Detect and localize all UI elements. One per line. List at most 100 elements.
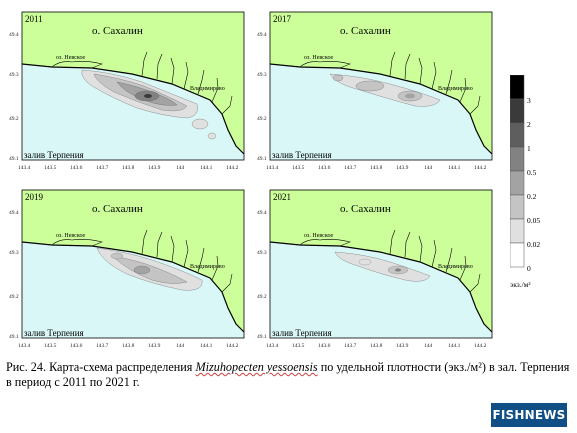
y-tick: 49.3 [9, 72, 19, 78]
legend-swatches [509, 74, 525, 268]
place-vladimirovo: Владимирово [438, 86, 473, 92]
y-axis-ticks: 49.4 49.3 49.2 49.1 [257, 210, 267, 340]
map-frame [269, 11, 493, 161]
x-tick: 144.2 [474, 165, 487, 171]
caption-species: Mizuhopecten yessoensis [195, 360, 318, 374]
legend-swatch [509, 218, 525, 244]
y-axis-ticks: 49.4 49.3 49.2 49.1 [9, 32, 19, 162]
legend-value: 0.02 [527, 240, 540, 249]
gulf-label: залив Терпения [272, 328, 332, 338]
caption-suffix: по удельной плотности (экз./м²) в зал. Т… [6, 360, 570, 389]
x-tick: 143.4 [266, 343, 279, 349]
legend-svg: 3 2 1 0.5 0.2 0.05 0.02 0 экз./м² [509, 74, 540, 289]
legend-unit: экз./м² [510, 280, 531, 289]
lagoon [299, 61, 351, 69]
y-tick: 49.1 [257, 156, 267, 162]
map-frame [269, 189, 493, 339]
fishnews-logo: FISHNEWS [491, 403, 567, 427]
gulf-label: залив Терпения [24, 328, 84, 338]
map-frame [21, 11, 245, 161]
land-area [22, 190, 244, 332]
caption-prefix: Рис. 24. Карта-схема распределения [6, 360, 196, 374]
x-tick: 144.2 [226, 165, 239, 171]
x-tick: 143.8 [122, 165, 135, 171]
y-tick: 49.2 [257, 294, 267, 300]
x-tick: 143.4 [18, 343, 31, 349]
legend-swatch [509, 242, 525, 268]
x-tick: 144.1 [448, 343, 461, 349]
land-area [22, 12, 244, 154]
legend-value: 3 [527, 96, 531, 105]
place-nevskoe: оз. Невское [56, 55, 86, 61]
x-axis-ticks: 143.4 143.5 143.6 143.7 143.8 143.9 144 … [266, 343, 487, 349]
lagoon [51, 61, 103, 69]
x-tick: 143.8 [122, 343, 135, 349]
map-svg-2019: 2019 о. Сахалин оз. Невское Владимирово … [9, 189, 245, 349]
x-tick: 143.6 [70, 343, 83, 349]
land-area [270, 190, 492, 332]
y-tick: 49.1 [257, 334, 267, 340]
map-svg-2017: 2017 о. Сахалин оз. Невское Владимирово … [257, 11, 493, 171]
lagoon [51, 239, 103, 247]
x-tick: 144.2 [226, 343, 239, 349]
x-tick: 143.5 [292, 343, 305, 349]
panel-year: 2021 [273, 192, 291, 202]
y-tick: 49.3 [9, 250, 19, 256]
legend-value: 0 [527, 264, 531, 273]
x-axis-ticks: 143.4 143.5 143.6 143.7 143.8 143.9 144 … [266, 165, 487, 171]
x-tick: 144.1 [448, 165, 461, 171]
map-panel-2019: 2019 о. Сахалин оз. Невское Владимирово … [9, 189, 245, 350]
gulf-label: залив Терпения [272, 150, 332, 160]
y-tick: 49.1 [9, 334, 19, 340]
y-axis-ticks: 49.4 49.3 49.2 49.1 [257, 32, 267, 162]
island-label: о. Сахалин [92, 203, 143, 215]
place-vladimirovo: Владимирово [190, 264, 225, 270]
figure-caption: Рис. 24. Карта-схема распределения Mizuh… [6, 360, 572, 390]
x-tick: 144 [176, 343, 185, 349]
logo-text: FISHNEWS [492, 408, 566, 422]
legend-value: 2 [527, 120, 531, 129]
rivers [389, 51, 481, 115]
y-tick: 49.4 [9, 32, 19, 38]
x-tick: 143.6 [70, 165, 83, 171]
land-area [270, 12, 492, 154]
x-tick: 143.8 [370, 165, 383, 171]
y-tick: 49.4 [9, 210, 19, 216]
legend-swatch [509, 146, 525, 172]
x-tick: 143.6 [318, 343, 331, 349]
legend-swatch [509, 74, 525, 100]
x-tick: 143.5 [44, 343, 57, 349]
x-tick: 144.2 [474, 343, 487, 349]
x-tick: 143.9 [148, 165, 161, 171]
panel-year: 2011 [25, 14, 43, 24]
map-panel-2021: 2021 о. Сахалин оз. Невское Владимирово … [257, 189, 493, 350]
place-vladimirovo: Владимирово [438, 264, 473, 270]
x-tick: 143.9 [396, 165, 409, 171]
density-legend: 3 2 1 0.5 0.2 0.05 0.02 0 экз./м² [509, 74, 550, 295]
y-tick: 49.1 [9, 156, 19, 162]
legend-value: 1 [527, 144, 531, 153]
legend-value: 0.2 [527, 192, 537, 201]
legend-swatch [509, 194, 525, 220]
y-tick: 49.2 [9, 116, 19, 122]
y-tick: 49.4 [257, 32, 267, 38]
x-tick: 144 [424, 165, 433, 171]
map-svg-2021: 2021 о. Сахалин оз. Невское Владимирово … [257, 189, 493, 349]
x-tick: 144 [424, 343, 433, 349]
density-contours [334, 251, 431, 282]
x-tick: 143.7 [96, 343, 109, 349]
x-tick: 143.4 [266, 165, 279, 171]
rivers [141, 51, 233, 115]
x-tick: 143.4 [18, 165, 31, 171]
map-frame [21, 189, 245, 339]
x-tick: 143.9 [148, 343, 161, 349]
x-tick: 144 [176, 165, 185, 171]
panel-year: 2017 [273, 14, 292, 24]
x-tick: 144.1 [200, 343, 213, 349]
place-nevskoe: оз. Невское [304, 233, 334, 239]
y-tick: 49.3 [257, 72, 267, 78]
x-tick: 143.8 [370, 343, 383, 349]
x-tick: 143.7 [344, 165, 357, 171]
lagoon [299, 239, 351, 247]
place-nevskoe: оз. Невское [56, 233, 86, 239]
